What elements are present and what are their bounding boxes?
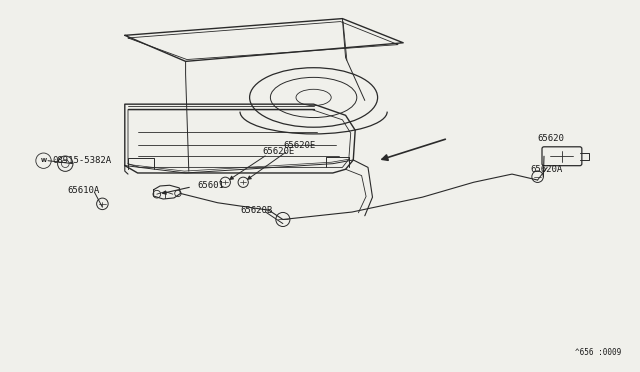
Text: W: W [40, 158, 47, 163]
Text: 65601: 65601 [197, 181, 224, 190]
Text: 65620B: 65620B [241, 206, 273, 215]
Text: 08915-5382A: 08915-5382A [52, 156, 111, 165]
Text: 65620A: 65620A [530, 165, 562, 174]
Text: 65620E: 65620E [283, 141, 315, 150]
Text: 65620E: 65620E [262, 147, 294, 155]
Text: 65620: 65620 [538, 134, 564, 143]
Text: 65610A: 65610A [67, 186, 99, 195]
Text: ^656 :0009: ^656 :0009 [575, 348, 621, 357]
